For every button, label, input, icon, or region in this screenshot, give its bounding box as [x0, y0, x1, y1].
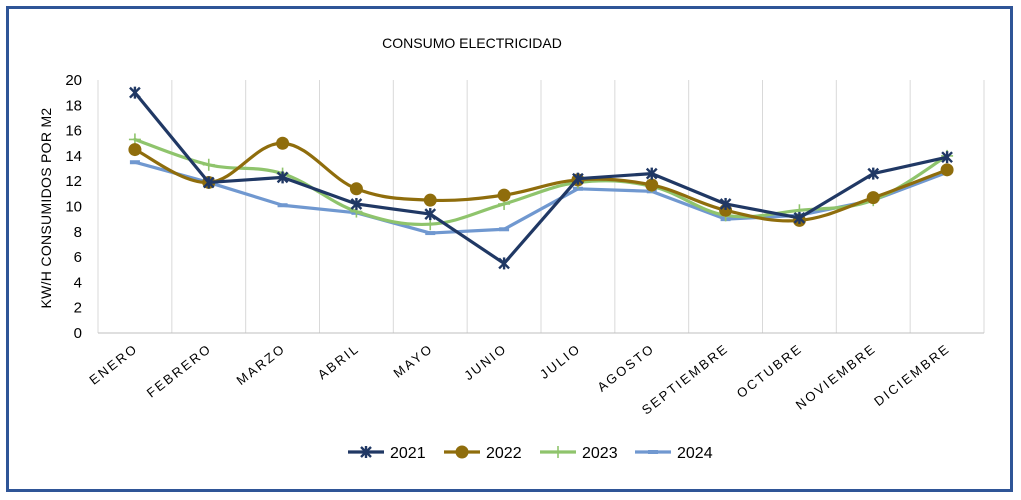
legend-marker — [648, 450, 658, 454]
y-axis-label: KW/H CONSUMIDOS POR M2 — [38, 107, 54, 308]
data-point-2024 — [277, 203, 288, 208]
legend-item-2021: 2021 — [348, 445, 426, 462]
y-tick-label: 8 — [74, 224, 82, 241]
x-axis: ENERO FEBRERO MARZO ABRIL MAYO JUNIO JULIO AGOS… — [86, 341, 953, 418]
y-tick-label: 12 — [65, 173, 82, 190]
legend-label: 2021 — [390, 445, 426, 462]
x-tick-label: JULIO — [537, 341, 584, 382]
data-point-2021 — [350, 197, 363, 210]
chart-frame — [6, 6, 1013, 492]
x-tick-label: JUNIO — [461, 341, 510, 384]
y-tick-label: 14 — [65, 148, 82, 165]
data-point-2021 — [793, 211, 806, 224]
y-tick-label: 0 — [74, 325, 82, 342]
legend: 2021 2022 2023 2024 — [348, 445, 713, 462]
data-point-2022 — [349, 182, 363, 196]
data-point-2022 — [497, 188, 511, 202]
y-tick-label: 18 — [65, 97, 82, 114]
legend-label: 2022 — [486, 445, 522, 462]
data-point-2022 — [276, 136, 290, 150]
data-point-2022 — [128, 143, 142, 157]
data-point-2021 — [941, 151, 953, 164]
data-point-2021 — [129, 86, 141, 99]
data-point-2024 — [499, 227, 510, 232]
data-point-2021 — [424, 208, 437, 221]
data-point-2024 — [572, 186, 583, 191]
y-tick-label: 10 — [65, 199, 82, 216]
data-point-2021 — [498, 257, 510, 270]
legend-marker — [455, 445, 469, 459]
x-tick-label: DICIEMBRE — [871, 341, 953, 409]
data-point-2024 — [129, 160, 140, 165]
legend-marker — [360, 446, 372, 458]
legend-item-2024: 2024 — [635, 445, 713, 462]
data-point-2022 — [645, 178, 659, 192]
x-tick-label: MARZO — [234, 341, 289, 388]
x-tick-label: OCTUBRE — [734, 341, 805, 401]
data-point-2023 — [202, 158, 215, 171]
x-tick-label: MAYO — [391, 341, 437, 381]
data-point-2022 — [423, 193, 437, 207]
data-point-2021 — [202, 176, 215, 189]
data-point-2022 — [866, 191, 880, 205]
series-2021 — [129, 86, 953, 270]
series-lines — [128, 86, 954, 270]
y-tick-label: 4 — [74, 274, 82, 291]
data-point-2021 — [645, 167, 658, 180]
x-tick-label: FEBRERO — [144, 341, 215, 401]
data-point-2021 — [276, 171, 289, 184]
legend-item-2023: 2023 — [540, 445, 618, 462]
legend-label: 2024 — [677, 445, 713, 462]
data-point-2023 — [424, 218, 437, 231]
x-tick-label: ABRIL — [315, 341, 363, 383]
y-tick-label: 16 — [65, 123, 82, 140]
series-line-2024 — [133, 160, 949, 235]
data-point-2021 — [867, 167, 880, 180]
data-point-2021 — [572, 172, 584, 185]
y-axis: 0 2 4 6 8 10 12 14 16 18 20 — [65, 72, 82, 342]
data-point-2022 — [940, 163, 954, 177]
legend-marker — [552, 446, 564, 458]
data-point-2024 — [425, 231, 436, 236]
x-tick-label: NOVIEMBRE — [793, 341, 879, 413]
series-line-2021 — [133, 91, 949, 266]
legend-item-2022: 2022 — [444, 445, 522, 462]
y-tick-label: 2 — [74, 300, 82, 317]
x-tick-label: ENERO — [86, 341, 140, 388]
legend-label: 2023 — [582, 445, 618, 462]
chart-title: CONSUMO ELECTRICIDAD — [382, 35, 562, 51]
data-point-2021 — [719, 197, 732, 210]
x-tick-label: AGOSTO — [594, 341, 657, 395]
y-tick-label: 20 — [65, 72, 82, 89]
y-tick-label: 6 — [74, 249, 82, 266]
